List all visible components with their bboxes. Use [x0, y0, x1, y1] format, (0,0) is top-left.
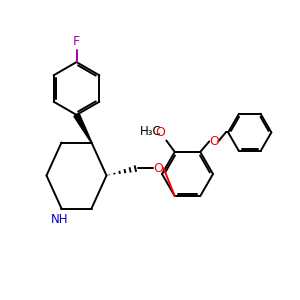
Text: NH: NH	[51, 213, 69, 226]
Text: F: F	[73, 35, 80, 48]
Text: H₃C: H₃C	[140, 125, 162, 138]
Text: O: O	[155, 126, 165, 139]
Polygon shape	[74, 113, 92, 142]
Text: O: O	[209, 135, 219, 148]
Text: O: O	[153, 161, 163, 175]
